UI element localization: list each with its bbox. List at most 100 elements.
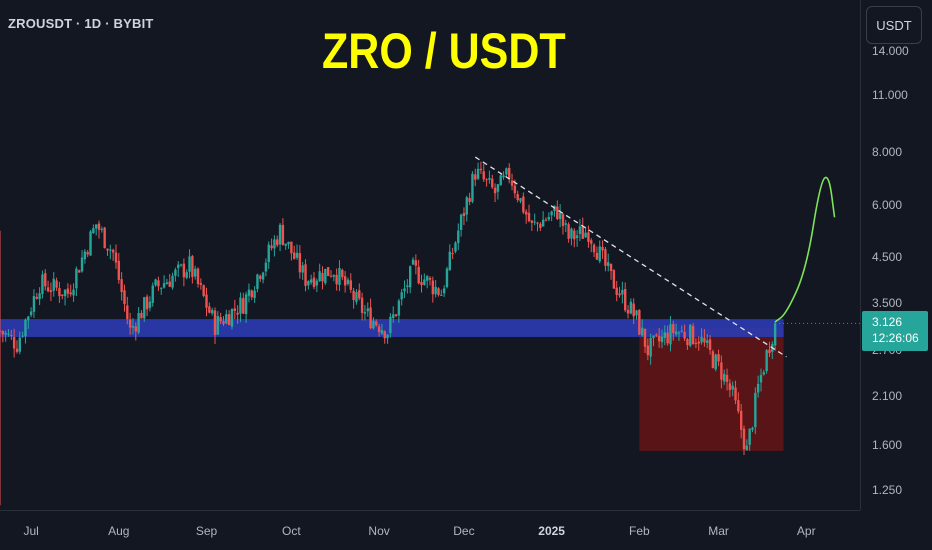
candle-body <box>575 235 579 239</box>
candle-body <box>253 290 256 299</box>
time-tick: 2025 <box>538 524 565 538</box>
candle-body <box>44 273 47 287</box>
last-price-badge: 3.126 12:26:06 <box>862 311 928 351</box>
candle-body <box>103 227 106 248</box>
price-tick: 11.000 <box>872 87 908 102</box>
candle-body <box>457 230 460 243</box>
candle-body <box>75 268 78 289</box>
candlestick-chart[interactable] <box>0 0 860 510</box>
candle-body <box>222 321 225 324</box>
candle-body <box>567 224 570 239</box>
candle-body <box>131 325 135 328</box>
candle-body <box>632 303 635 317</box>
symbol-interval-exchange[interactable]: ZROUSDT · 1D · BYBIT <box>8 16 154 31</box>
chart-title: ZRO / USDT <box>322 23 566 79</box>
candle-body <box>7 333 10 335</box>
candle-body <box>485 179 488 181</box>
candle-body <box>137 313 140 333</box>
candle-body <box>358 290 361 299</box>
candle-body <box>479 168 483 171</box>
currency-button[interactable]: USDT <box>866 6 922 44</box>
candle-body <box>343 276 347 286</box>
candle-body <box>700 336 703 343</box>
price-tick: 14.000 <box>872 43 909 58</box>
candle-body <box>417 266 420 284</box>
candle-body <box>428 277 432 280</box>
candle-body <box>15 348 19 352</box>
candle-body <box>301 265 304 273</box>
candle-body <box>157 280 160 287</box>
candle-body <box>739 410 743 430</box>
candle-body <box>29 311 33 316</box>
candle-body <box>55 280 58 288</box>
candle-body <box>383 331 386 339</box>
candle-body <box>360 297 364 313</box>
candle-body <box>392 314 395 319</box>
candle-body <box>519 198 522 202</box>
candle-body <box>247 289 251 296</box>
candle-body <box>669 324 672 345</box>
candle-body <box>672 324 675 333</box>
candle-body <box>49 290 53 293</box>
candle-body <box>592 244 596 253</box>
candle-body <box>326 267 330 276</box>
candle-body <box>208 306 211 313</box>
candle-body <box>437 288 440 295</box>
candle-body <box>256 274 259 289</box>
candle-body <box>615 287 618 295</box>
candle-body <box>78 270 81 273</box>
candle-body <box>462 213 466 217</box>
candle-body <box>660 336 664 343</box>
candle-body <box>230 309 234 327</box>
candle-body <box>725 375 729 382</box>
candle-body <box>711 351 715 368</box>
candle-body <box>587 232 590 242</box>
candle-body <box>488 177 491 180</box>
candle-body <box>573 230 576 240</box>
candle-body <box>584 232 587 238</box>
candle-body <box>242 298 245 314</box>
candle-body <box>100 228 104 230</box>
candle-body <box>539 223 542 229</box>
time-tick: Feb <box>628 524 650 538</box>
price-tick: 6.000 <box>872 197 903 212</box>
candle-body <box>652 335 655 339</box>
candle-body <box>536 222 539 224</box>
candle-body <box>706 340 709 343</box>
candle-body <box>524 211 528 215</box>
candle-body <box>640 327 644 336</box>
candle-body <box>83 251 87 260</box>
candle-body <box>309 279 313 283</box>
candle-body <box>372 320 375 329</box>
candle-body <box>321 272 324 282</box>
candle-body <box>72 289 75 296</box>
candle-body <box>52 278 55 291</box>
candle-body <box>720 362 723 380</box>
candle-body <box>666 332 669 344</box>
candle-body <box>601 246 604 251</box>
candle-body <box>697 341 700 344</box>
candle-body <box>69 292 72 295</box>
candle-body <box>210 309 214 314</box>
candle-body <box>355 291 358 302</box>
candle-body <box>723 373 726 382</box>
candle-body <box>618 293 621 296</box>
candle-body <box>694 342 698 344</box>
candle-body <box>386 334 389 339</box>
candle-body <box>686 339 689 346</box>
candle-body <box>496 184 500 192</box>
candle-body <box>550 211 553 216</box>
candle-body <box>369 307 372 329</box>
candle-body <box>18 337 22 352</box>
price-tick: 1.600 <box>872 438 903 453</box>
candle-body <box>717 354 720 362</box>
candle-body <box>312 277 316 288</box>
candle-body <box>21 335 24 337</box>
candle-body <box>663 332 667 338</box>
candle-body <box>128 319 132 328</box>
candle-body <box>191 256 194 277</box>
last-price-value: 3.126 <box>872 315 903 329</box>
candle-body <box>708 339 712 350</box>
candle-body <box>318 271 321 282</box>
